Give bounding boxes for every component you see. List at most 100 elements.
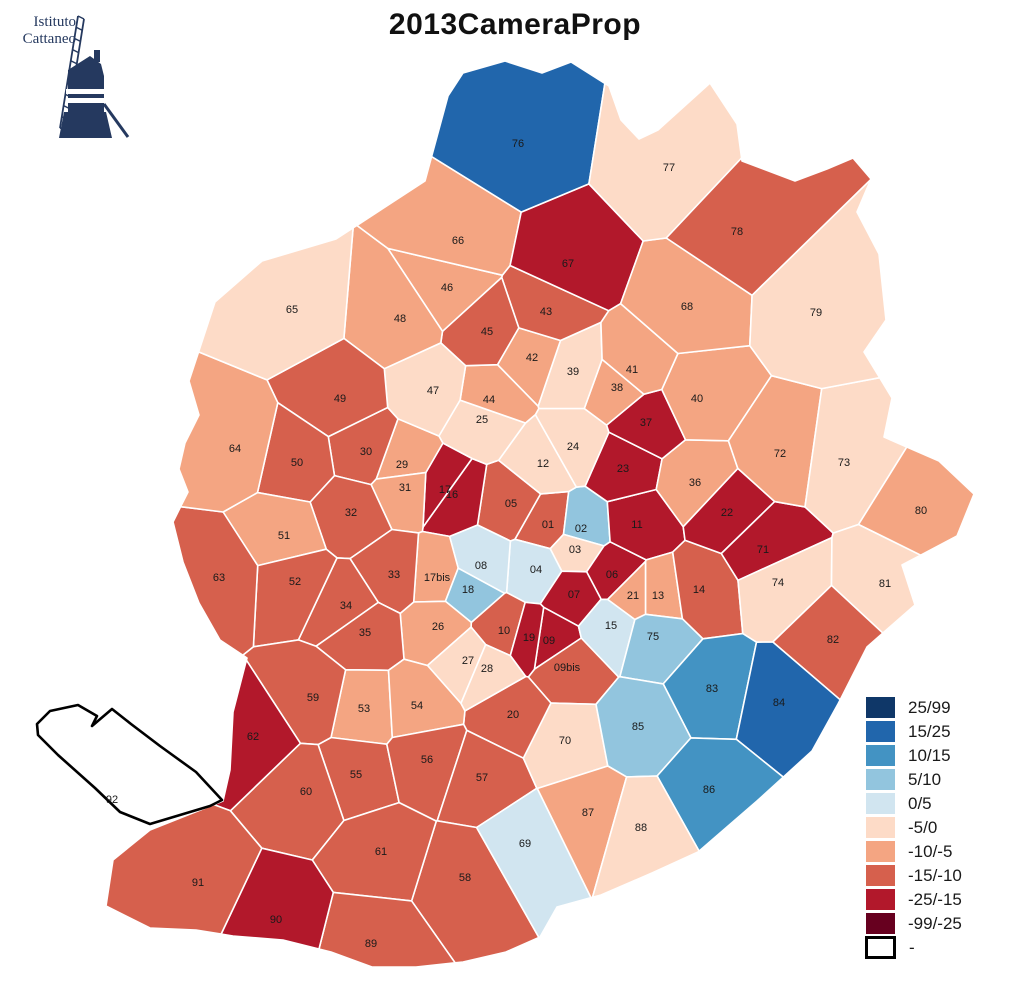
district-64 bbox=[178, 351, 279, 513]
district-label: 42 bbox=[526, 352, 538, 364]
district-label: 30 bbox=[360, 446, 372, 458]
district-label: 89 bbox=[365, 938, 377, 950]
district-label: 49 bbox=[334, 393, 346, 405]
logo-text-line2: Cattaneo bbox=[22, 31, 76, 48]
district-label: 64 bbox=[229, 443, 241, 455]
istituto-cattaneo-logo: Istituto Cattaneo bbox=[14, 14, 76, 49]
district-54 bbox=[387, 658, 466, 739]
legend-label: 15/25 bbox=[908, 721, 951, 741]
legend-swatch bbox=[866, 889, 895, 910]
district-label: 13 bbox=[652, 590, 664, 602]
legend-label: -10/-5 bbox=[908, 841, 953, 861]
district-label: 37 bbox=[640, 417, 652, 429]
district-label: 53 bbox=[358, 703, 370, 715]
district-label: 19 bbox=[523, 632, 535, 644]
legend-label: 5/10 bbox=[908, 769, 942, 789]
district-label: 73 bbox=[838, 457, 850, 469]
district-label: 04 bbox=[530, 564, 542, 576]
district-label: 91 bbox=[192, 877, 204, 889]
district-label: 32 bbox=[345, 507, 357, 519]
district-label: 20 bbox=[507, 709, 519, 721]
legend-label: - bbox=[909, 937, 915, 957]
district-label: 28 bbox=[481, 663, 493, 675]
district-label: 76 bbox=[512, 138, 524, 150]
district-label: 14 bbox=[693, 584, 705, 596]
legend-item: 0/5 bbox=[866, 793, 962, 814]
page-title: 2013CameraProp bbox=[388, 8, 642, 41]
district-label: 44 bbox=[483, 394, 495, 406]
windmill-icon bbox=[59, 15, 130, 138]
district-label: 88 bbox=[635, 822, 647, 834]
district-label: 75 bbox=[647, 631, 659, 643]
district-label: 65 bbox=[286, 304, 298, 316]
legend-swatch bbox=[866, 865, 895, 886]
legend-label: 10/15 bbox=[908, 745, 951, 765]
legend-label: -15/-10 bbox=[908, 865, 962, 885]
district-label: 66 bbox=[452, 235, 464, 247]
district-label: 18 bbox=[462, 584, 474, 596]
district-label: 52 bbox=[289, 576, 301, 588]
legend-label: -99/-25 bbox=[908, 913, 962, 933]
district-label: 02 bbox=[575, 523, 587, 535]
legend-swatch bbox=[866, 769, 895, 790]
legend-swatch bbox=[866, 913, 895, 934]
district-label: 50 bbox=[291, 457, 303, 469]
legend-item: -15/-10 bbox=[866, 865, 962, 886]
district-label: 62 bbox=[247, 731, 259, 743]
district-label: 35 bbox=[359, 627, 371, 639]
district-label: 16 bbox=[446, 489, 458, 501]
legend-item: -10/-5 bbox=[866, 841, 962, 862]
district-label: 09 bbox=[543, 635, 555, 647]
district-label: 39 bbox=[567, 366, 579, 378]
district-label: 69 bbox=[519, 838, 531, 850]
district-label: 22 bbox=[721, 507, 733, 519]
district-label: 01 bbox=[542, 519, 554, 531]
district-label: 17bis bbox=[424, 572, 451, 584]
legend-item: -5/0 bbox=[866, 817, 962, 838]
district-label: 41 bbox=[626, 364, 638, 376]
legend-label: -5/0 bbox=[908, 817, 938, 837]
district-label: 58 bbox=[459, 872, 471, 884]
district-label: 25 bbox=[476, 414, 488, 426]
district-label: 77 bbox=[663, 162, 675, 174]
district-label: 81 bbox=[879, 578, 891, 590]
district-label: 67 bbox=[562, 258, 574, 270]
district-79 bbox=[749, 178, 887, 390]
district-88 bbox=[591, 775, 700, 899]
legend-item: 25/99 bbox=[866, 697, 962, 718]
district-label: 12 bbox=[537, 458, 549, 470]
district-label: 60 bbox=[300, 786, 312, 798]
district-label: 59 bbox=[307, 692, 319, 704]
legend-item: 5/10 bbox=[866, 769, 962, 790]
district-label: 03 bbox=[569, 544, 581, 556]
district-label: 61 bbox=[375, 846, 387, 858]
district-label: 33 bbox=[388, 569, 400, 581]
district-label: 48 bbox=[394, 313, 406, 325]
district-label: 92 bbox=[106, 794, 118, 806]
district-label: 80 bbox=[915, 505, 927, 517]
district-label: 38 bbox=[611, 382, 623, 394]
district-label: 70 bbox=[559, 735, 571, 747]
district-91 bbox=[105, 803, 263, 935]
legend-label: 0/5 bbox=[908, 793, 932, 813]
legend-item: -25/-15 bbox=[866, 889, 962, 910]
district-label: 90 bbox=[270, 914, 282, 926]
district-label: 36 bbox=[689, 477, 701, 489]
district-label: 84 bbox=[773, 697, 785, 709]
district-label: 68 bbox=[681, 301, 693, 313]
district-label: 63 bbox=[213, 572, 225, 584]
legend-swatch bbox=[866, 721, 895, 742]
district-label: 06 bbox=[606, 569, 618, 581]
district-label: 55 bbox=[350, 769, 362, 781]
logo-text-line1: Istituto bbox=[33, 14, 76, 30]
district-label: 56 bbox=[421, 754, 433, 766]
district-label: 29 bbox=[396, 459, 408, 471]
district-label: 17 bbox=[439, 484, 451, 496]
district-label: 26 bbox=[432, 621, 444, 633]
district-label: 40 bbox=[691, 393, 703, 405]
district-label: 34 bbox=[340, 600, 352, 612]
district-label: 85 bbox=[632, 721, 644, 733]
district-label: 21 bbox=[627, 590, 639, 602]
